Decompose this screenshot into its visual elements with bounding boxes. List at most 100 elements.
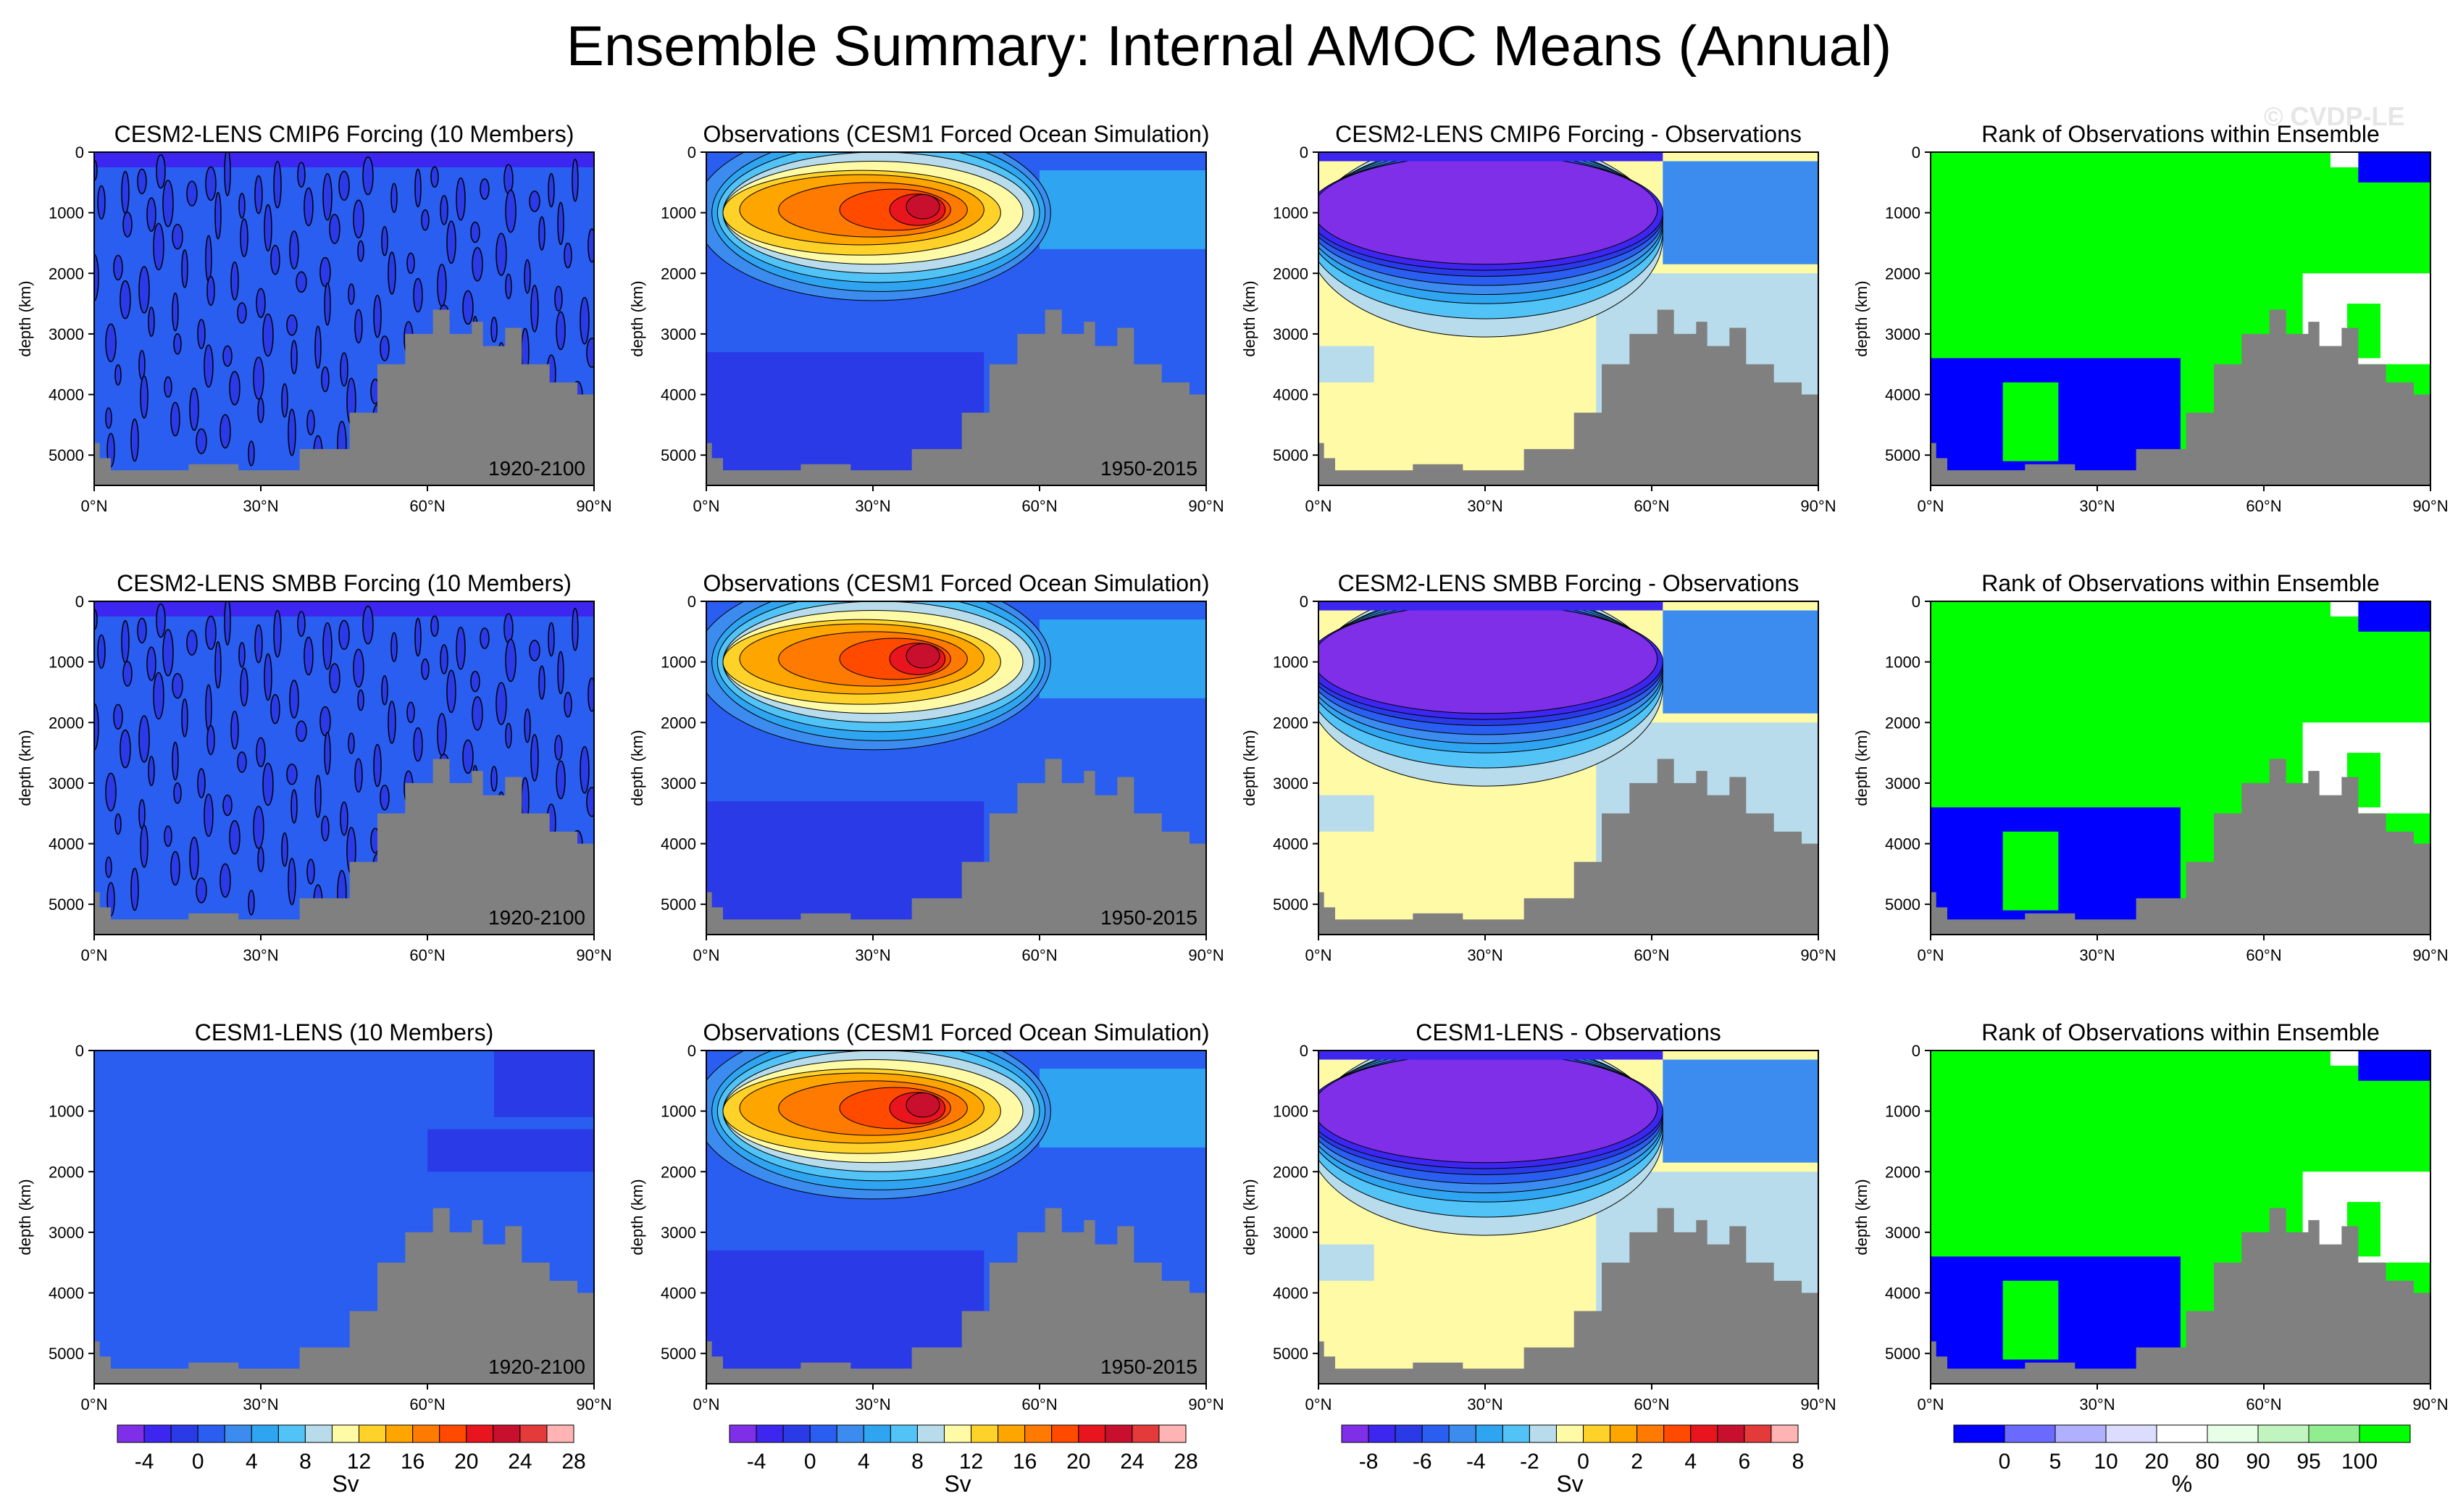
y-axis-label: depth (km): [1852, 1179, 1870, 1255]
noise-contour: [324, 732, 331, 775]
colorbar-tick: 0: [192, 1450, 204, 1474]
plot-frame: [706, 601, 1207, 935]
noise-contour: [430, 615, 439, 637]
light-blue-patch: [1318, 795, 1374, 832]
noise-contour: [288, 409, 296, 456]
noise-contour: [230, 261, 239, 301]
x-tick-label: 0°N: [81, 1395, 108, 1413]
panel-r2c2: Observations (CESM1 Forced Ocean Simulat…: [628, 570, 1224, 964]
x-tick-label: 30°N: [855, 497, 890, 515]
noise-contour: [440, 644, 448, 674]
noise-contour: [354, 309, 363, 344]
noise-contour: [186, 630, 198, 656]
y-tick-label: 1000: [1273, 1103, 1308, 1121]
noise-contour: [490, 317, 498, 343]
colorbar-unit: Sv: [944, 1471, 971, 1497]
diff-level-7: [1318, 1053, 1658, 1164]
noise-contour: [214, 191, 222, 240]
noise-contour: [237, 751, 247, 773]
noise-contour: [437, 264, 447, 307]
y-tick-label: 5000: [661, 446, 696, 464]
plot-frame: [93, 1050, 595, 1384]
y-axis-label: depth (km): [628, 730, 646, 806]
y-axis-label: depth (km): [16, 730, 34, 806]
noise-contour: [557, 651, 564, 695]
noise-contour: [289, 680, 299, 719]
panel-title: CESM2-LENS SMBB Forcing (10 Members): [117, 570, 572, 596]
surface-low-rank: [2358, 152, 2430, 183]
surface-neutral: [2330, 152, 2359, 167]
noise-contour: [137, 617, 147, 644]
colorbar-tick: -2: [1520, 1450, 1539, 1474]
noise-contour: [446, 220, 456, 264]
panel-title: CESM2-LENS CMIP6 Forcing (10 Members): [114, 121, 574, 147]
colorbar-box: [412, 1424, 440, 1443]
noise-contour: [240, 667, 248, 706]
noise-contour: [421, 659, 430, 680]
noise-contour: [257, 397, 264, 424]
noise-contour: [121, 619, 130, 664]
x-tick-label: 60°N: [409, 1395, 445, 1413]
y-tick-label: 2000: [1273, 1163, 1308, 1181]
colorbar-box: [1395, 1424, 1423, 1443]
noise-contour: [238, 642, 246, 668]
y-tick-label: 5000: [49, 1345, 84, 1363]
contour-field: [1318, 1051, 1818, 1384]
y-tick-label: 5000: [661, 1345, 696, 1363]
noise-contour: [554, 285, 563, 312]
noise-contour: [204, 793, 214, 837]
colorbar-tick: -4: [1466, 1450, 1486, 1474]
noise-contour: [138, 715, 150, 763]
x-tick-label: 30°N: [1467, 946, 1502, 964]
nordic-band: [1028, 601, 1206, 620]
colorbar-tick: 80: [2195, 1450, 2219, 1474]
noise-contour: [130, 418, 139, 462]
x-tick-label: 0°N: [1305, 946, 1332, 964]
noise-contour: [362, 605, 374, 645]
seafloor: [706, 1208, 1206, 1384]
colorbar-box: [224, 1424, 252, 1443]
x-tick-label: 60°N: [409, 497, 445, 515]
noise-contour: [437, 713, 447, 756]
noise-contour: [530, 285, 539, 333]
noise-contour: [373, 743, 382, 788]
seafloor: [1318, 309, 1818, 485]
y-tick-label: 3000: [49, 1224, 84, 1242]
colorbar-box: [331, 1424, 360, 1443]
noise-contour: [196, 877, 207, 903]
noise-contour: [164, 376, 172, 398]
panel-r1c1: CESM2-LENS CMIP6 Forcing (10 Members) 192…: [16, 121, 612, 515]
noise-contour: [94, 254, 99, 301]
y-tick-label: 2000: [49, 264, 84, 283]
plot-frame: [93, 601, 595, 935]
contour-field: [94, 152, 594, 485]
y-axis-label: depth (km): [16, 1179, 34, 1255]
noise-contour: [321, 815, 330, 842]
noise-contour: [281, 832, 288, 867]
x-tick-label: 60°N: [1634, 497, 1669, 515]
x-tick-label: 0°N: [693, 497, 720, 515]
y-tick-label: 0: [1912, 1042, 1920, 1060]
noise-contour: [140, 824, 149, 868]
noise-contour: [140, 375, 149, 419]
noise-contour: [297, 162, 306, 188]
colorbar-tick: 20: [2144, 1450, 2168, 1474]
noise-contour: [319, 256, 331, 288]
noise-contour: [205, 615, 217, 651]
plot-frame: [1318, 151, 1819, 486]
noise-contour: [286, 764, 298, 785]
y-tick-label: 3000: [1885, 325, 1920, 343]
colorbar-box: [782, 1424, 811, 1443]
colorbar-tick: 20: [1066, 1450, 1090, 1474]
noise-contour: [456, 177, 466, 221]
panel-r1c3: CESM2-LENS CMIP6 Forcing - Observations d…: [1240, 121, 1836, 515]
x-tick-label: 30°N: [855, 946, 890, 964]
colorbar-tick: 5: [2049, 1450, 2062, 1474]
y-tick-label: 2000: [661, 1163, 696, 1181]
y-tick-label: 3000: [1273, 774, 1308, 793]
noise-contour: [556, 311, 566, 351]
noise-contour: [230, 710, 239, 750]
surface-band: [1318, 601, 1663, 611]
y-tick-label: 0: [1300, 1042, 1308, 1060]
period-label: 1950-2015: [1100, 906, 1197, 929]
